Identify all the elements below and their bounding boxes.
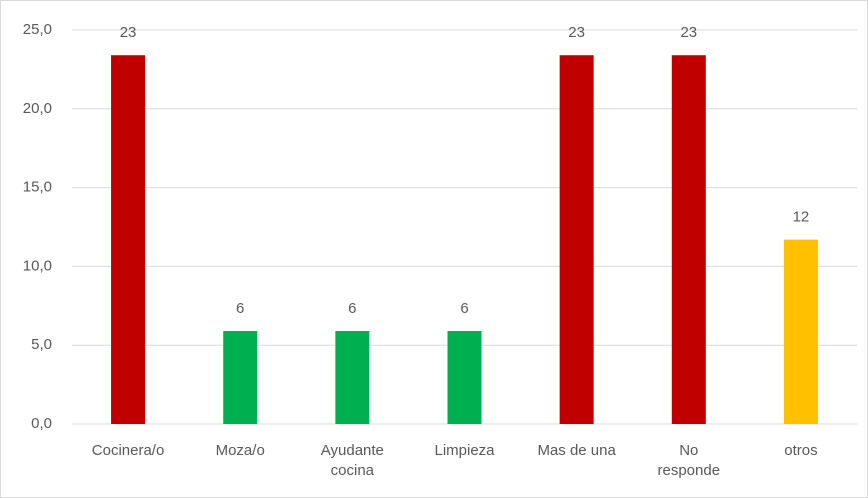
bar: [783, 239, 818, 424]
y-tick-label: 20,0: [23, 100, 52, 117]
x-tick-label: Limpieza: [434, 442, 495, 459]
y-tick-label: 5,0: [31, 336, 52, 353]
y-tick-label: 15,0: [23, 179, 52, 196]
x-tick-label: Mas de una: [537, 442, 616, 459]
data-label: 23: [568, 24, 585, 41]
bar: [559, 55, 594, 424]
bar: [335, 331, 370, 424]
bar: [111, 55, 146, 424]
data-label: 23: [120, 24, 137, 41]
y-tick-label: 25,0: [23, 21, 52, 38]
data-label: 6: [460, 300, 468, 317]
x-tick-label: Moza/o: [215, 442, 265, 459]
x-tick-label: otros: [784, 442, 818, 459]
y-tick-label: 10,0: [23, 257, 52, 274]
bar: [447, 331, 482, 424]
bar: [671, 55, 706, 424]
y-tick-label: 0,0: [31, 415, 52, 432]
data-label: 12: [793, 209, 810, 226]
data-label: 6: [348, 300, 356, 317]
data-label: 6: [236, 300, 244, 317]
bar: [223, 331, 258, 424]
x-tick-label: No responde: [657, 442, 721, 479]
x-tick-label: Cocinera/o: [91, 442, 165, 459]
x-tick-label: Ayudante cocina: [320, 442, 384, 479]
data-label: 23: [680, 24, 697, 41]
